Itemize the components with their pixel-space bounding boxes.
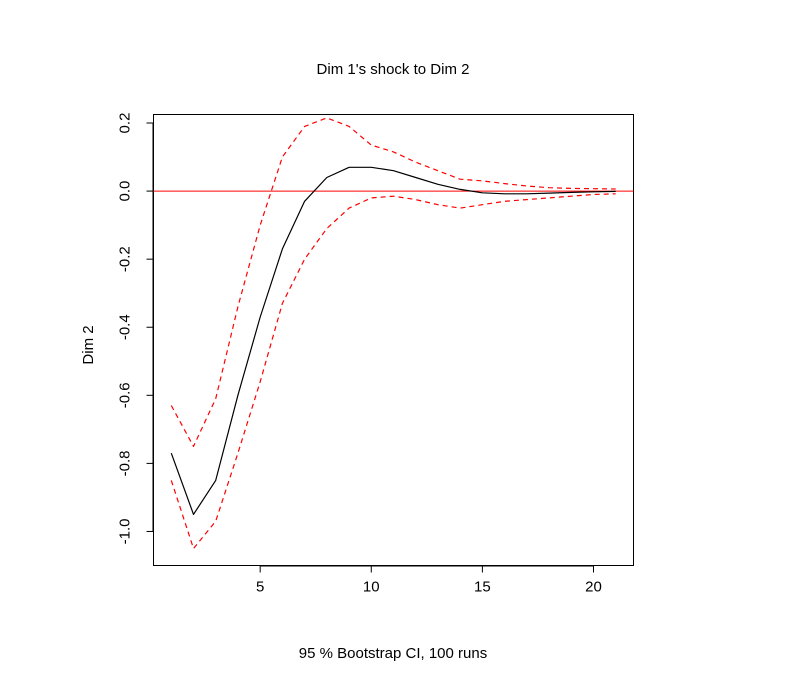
y-tick-label: -0.8 — [117, 450, 134, 476]
plot-frame — [153, 114, 634, 566]
y-axis: -1.0 -0.8 -0.6 -0.4 -0.2 0.0 0.2 — [117, 113, 154, 545]
y-tick-label: 0.0 — [117, 181, 134, 202]
x-tick-label: 5 — [256, 579, 264, 596]
y-tick-label: 0.2 — [117, 113, 134, 134]
y-tick-label: -0.4 — [117, 314, 134, 340]
x-axis: 5 10 15 20 — [256, 565, 602, 596]
y-axis-label: Dim 2 — [80, 325, 97, 364]
x-tick-label: 20 — [585, 579, 602, 596]
x-tick-label: 15 — [474, 579, 491, 596]
lower-CI-line — [170, 193, 616, 550]
y-tick-label: -0.2 — [117, 246, 134, 272]
x-axis-label: 95 % Bootstrap CI, 100 runs — [299, 645, 487, 662]
x-tick-label: 10 — [363, 579, 380, 596]
chart-title: Dim 1's shock to Dim 2 — [317, 61, 470, 78]
y-tick-label: -1.0 — [117, 519, 134, 545]
upper-CI-line — [170, 117, 616, 447]
impulse-response-line — [170, 166, 616, 516]
series-lines — [170, 117, 616, 550]
y-tick-label: -0.6 — [117, 382, 134, 408]
